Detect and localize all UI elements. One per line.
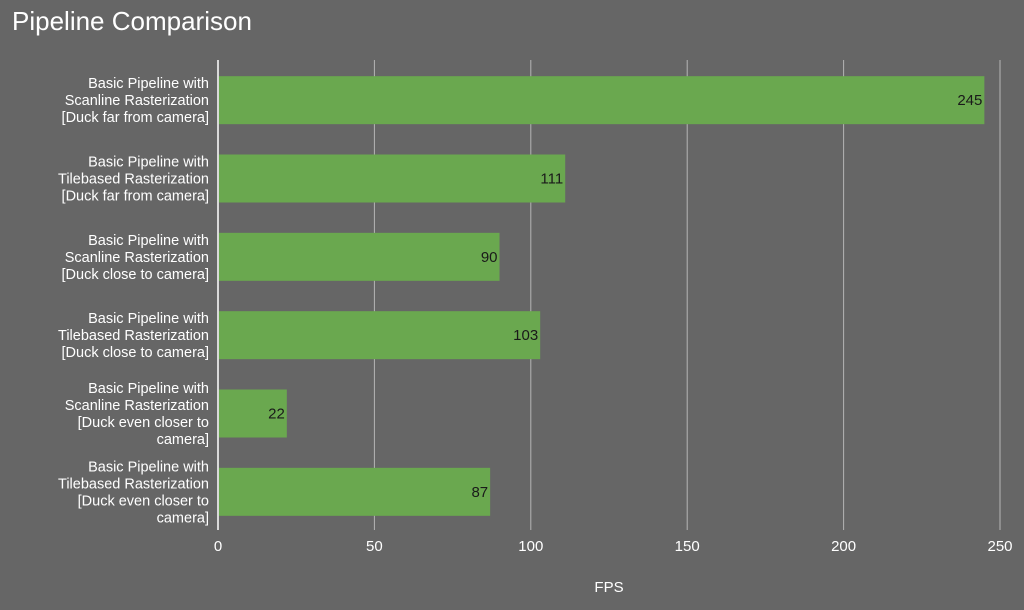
data-label-1: 111 xyxy=(540,171,563,188)
data-label-4: 22 xyxy=(268,406,285,423)
category-label-2-line-1: Scanline Rasterization xyxy=(65,250,209,266)
category-label-5-line-1: Tilebased Rasterization xyxy=(58,476,209,492)
category-label-4-line-1: Scanline Rasterization xyxy=(65,398,209,414)
x-axis-title: FPS xyxy=(594,579,623,596)
category-label-0-line-2: [Duck far from camera] xyxy=(62,110,209,126)
category-label-4: Basic Pipeline with Scanline Rasterizatio… xyxy=(65,381,209,448)
x-tick-label-250: 250 xyxy=(987,538,1012,555)
data-label-2: 90 xyxy=(481,249,498,266)
data-label-5: 87 xyxy=(471,484,488,501)
x-tick-label-50: 50 xyxy=(366,538,383,555)
x-tick-label-150: 150 xyxy=(675,538,700,555)
data-label-0: 245 xyxy=(957,92,982,109)
category-label-5-line-0: Basic Pipeline with xyxy=(88,459,209,475)
category-label-3-line-0: Basic Pipeline with xyxy=(88,311,209,327)
category-label-1-line-0: Basic Pipeline with xyxy=(88,155,209,171)
x-tick-label-100: 100 xyxy=(518,538,543,555)
category-label-0-line-0: Basic Pipeline with xyxy=(88,76,209,92)
bar-0 xyxy=(219,76,985,125)
category-label-3-line-1: Tilebased Rasterization xyxy=(58,328,209,344)
category-label-1: Basic Pipeline with Tilebased Rasterizati… xyxy=(58,155,209,205)
category-label-3: Basic Pipeline with Tilebased Rasterizati… xyxy=(58,311,209,361)
category-label-2-line-0: Basic Pipeline with xyxy=(88,233,209,249)
category-label-5-line-2: [Duck even closer to xyxy=(78,493,209,509)
chart-title: Pipeline Comparison xyxy=(12,6,252,36)
category-label-5-line-3: camera] xyxy=(157,510,209,526)
x-tick-label-0: 0 xyxy=(214,538,222,555)
data-label-3: 103 xyxy=(513,327,538,344)
category-label-1-line-1: Tilebased Rasterization xyxy=(58,172,209,188)
category-label-2-line-2: [Duck close to camera] xyxy=(62,267,209,283)
x-tick-label-200: 200 xyxy=(831,538,856,555)
category-label-2: Basic Pipeline with Scanline Rasterizatio… xyxy=(62,233,209,283)
bar-5 xyxy=(219,467,491,516)
category-label-4-line-2: [Duck even closer to xyxy=(78,415,209,431)
category-label-4-line-0: Basic Pipeline with xyxy=(88,381,209,397)
category-label-0: Basic Pipeline with Scanline Rasterizatio… xyxy=(62,76,209,126)
category-label-1-line-2: [Duck far from camera] xyxy=(62,189,209,205)
bar-1 xyxy=(219,154,566,203)
category-label-5: Basic Pipeline with Tilebased Rasterizati… xyxy=(58,459,209,526)
category-label-0-line-1: Scanline Rasterization xyxy=(65,93,209,109)
bar-3 xyxy=(219,311,541,360)
category-label-3-line-2: [Duck close to camera] xyxy=(62,345,209,361)
bar-2 xyxy=(219,232,500,281)
category-label-4-line-3: camera] xyxy=(157,432,209,448)
bar-4 xyxy=(219,389,287,438)
